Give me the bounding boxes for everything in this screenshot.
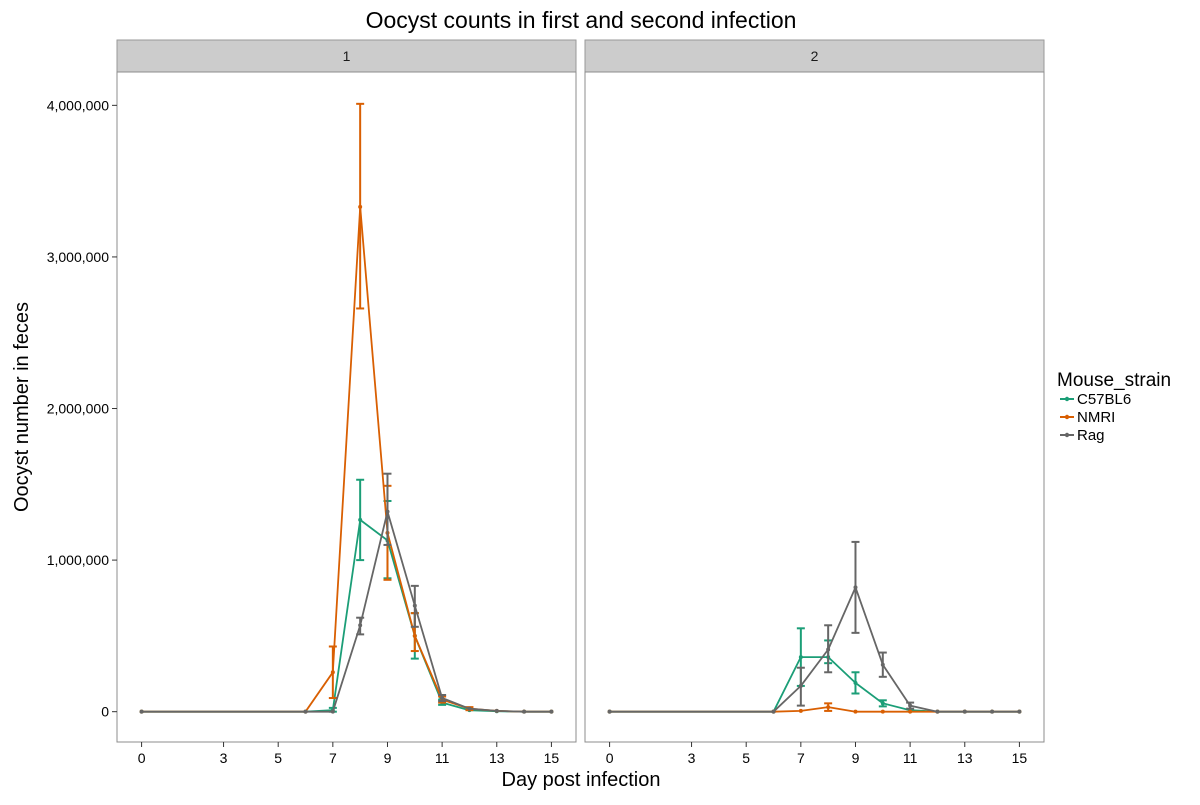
data-point [358,517,363,522]
x-axis-title: Day post infection [502,769,661,791]
series-rag [607,540,1022,714]
facet-panels: 1 0 3 5 7 9 11 13 15 0 1,000,000 2,000,000 3,000,000… [47,39,1045,766]
legend-label: C57BL6 [1077,391,1131,408]
x-tick-label: 15 [544,750,560,766]
data-point [467,706,472,711]
x-tick-label: 5 [742,750,750,766]
data-point [853,680,858,685]
data-point [358,623,363,628]
chart-title: Oocyst counts in first and second infect… [366,7,797,33]
y-tick-label: 1,000,000 [47,552,109,568]
data-point [440,696,445,701]
data-point [139,709,144,714]
x-tick-label: 3 [688,750,696,766]
data-point [412,603,417,608]
data-point [330,670,335,675]
facet-panel-2: 2 0 3 5 7 9 11 13 15 [584,39,1045,766]
data-point [412,633,417,638]
facet-panel-1: 1 0 3 5 7 9 11 13 15 0 1,000,000 2,000,000 3,000,000… [47,39,577,766]
x-tick-label: 13 [489,750,505,766]
y-axis-title: Oocyst number in feces [11,302,33,512]
data-point [771,709,776,714]
data-point [826,705,831,710]
x-tick-label: 11 [903,750,918,766]
data-point [330,709,335,714]
legend-key-point [1064,396,1070,402]
data-point [358,204,363,209]
facet-strip-label: 2 [811,48,819,64]
y-tick-label: 4,000,000 [47,97,109,113]
x-tick-label: 5 [274,750,282,766]
x-tick-label: 13 [957,750,973,766]
x-tick-label: 0 [606,750,614,766]
x-tick-label: 0 [138,750,146,766]
data-point [494,708,499,713]
legend-item-rag: Rag [1060,427,1105,444]
data-point [908,703,913,708]
legend-title: Mouse_strain [1057,370,1171,391]
panel-border [116,71,577,743]
data-point [1017,709,1022,714]
data-point [962,709,967,714]
x-tick-label: 9 [384,750,392,766]
data-point [880,701,885,706]
data-point [853,709,858,714]
data-point [549,709,554,714]
data-point [853,585,858,590]
data-point [990,709,995,714]
data-point [880,709,885,714]
y-tick-label: 0 [101,704,109,720]
x-tick-label: 7 [329,750,337,766]
x-tick-label: 11 [435,750,450,766]
legend-item-nmri: NMRI [1060,409,1115,426]
legend-label: Rag [1077,427,1105,444]
facet-strip [116,39,577,73]
legend-item-c57bl6: C57BL6 [1060,391,1131,408]
data-point [798,683,803,688]
series-rag [139,472,554,714]
data-point [522,709,527,714]
y-tick-label: 3,000,000 [47,249,109,265]
facet-strip-label: 1 [343,48,351,64]
x-tick-label: 3 [220,750,228,766]
x-tick-label: 7 [797,750,805,766]
data-point [385,509,390,514]
panel-border [584,71,1045,743]
x-tick-label: 15 [1012,750,1028,766]
data-point [798,708,803,713]
legend-key-point [1064,432,1070,438]
data-point [607,709,612,714]
data-point [303,709,308,714]
legend-label: NMRI [1077,409,1115,426]
data-point [826,647,831,652]
error-bar [383,472,392,546]
x-tick-label: 9 [852,750,860,766]
legend-key-point [1064,414,1070,420]
facet-strip [584,39,1045,73]
data-point [798,655,803,660]
y-tick-label: 2,000,000 [47,401,109,417]
data-point [935,709,940,714]
data-point [880,662,885,667]
data-point [908,709,913,714]
